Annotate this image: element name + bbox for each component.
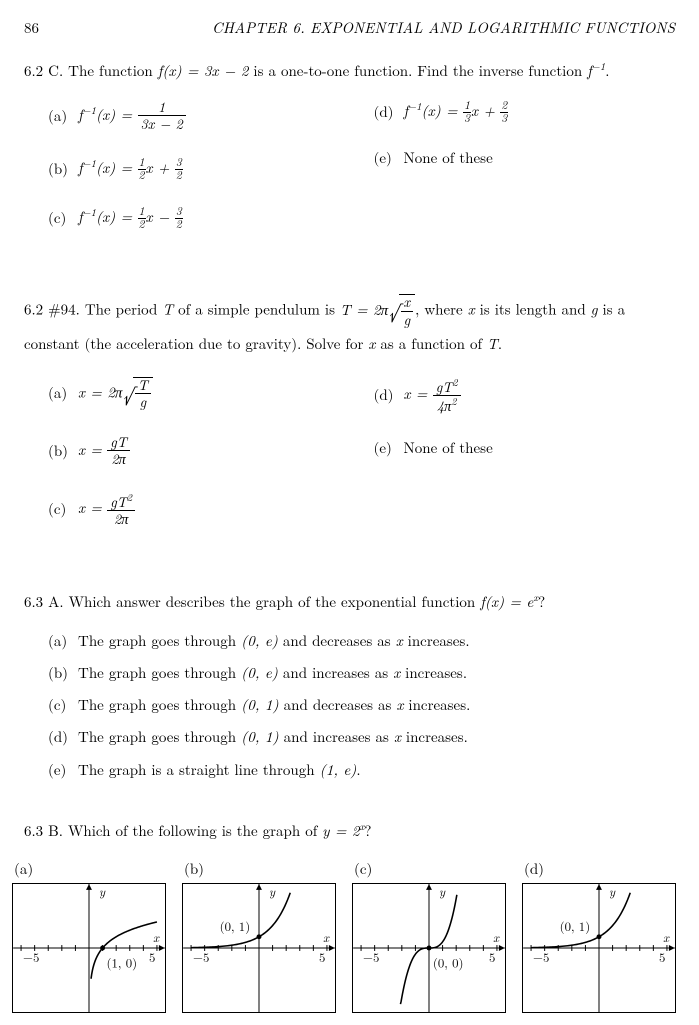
page-number: 86 bbox=[24, 18, 39, 38]
svg-text:y: y bbox=[439, 884, 446, 900]
choice-e: (e) None of these bbox=[350, 438, 676, 458]
choice-b: (b) f−1(x) = 12x + 32 bbox=[24, 157, 350, 182]
svg-text:−5: −5 bbox=[193, 948, 209, 966]
choice-c: (c)The graph goes through (0, 1) and dec… bbox=[24, 695, 675, 715]
graph-choice-d: (d) −55yx(0, 1) bbox=[522, 859, 676, 1013]
svg-text:x: x bbox=[323, 929, 330, 947]
problem-62-94: 6.2 #94. The period T of a simple pendul… bbox=[24, 294, 675, 551]
choice-a: (a) x = 2π√Tg bbox=[24, 377, 350, 411]
svg-text:y: y bbox=[99, 884, 106, 900]
choice-a: (a) f−1(x) = 13x − 2 bbox=[24, 100, 350, 133]
problem-62c: 6.2 C. The function f(x) = 3x − 2 is a o… bbox=[24, 60, 675, 254]
svg-text:x: x bbox=[153, 929, 160, 947]
svg-text:−5: −5 bbox=[23, 948, 39, 966]
stem: 6.2 #94. The period T of a simple pendul… bbox=[24, 294, 675, 358]
choice-d: (d) f−1(x) = 13x + 23 bbox=[350, 100, 676, 125]
chapter-title: CHAPTER 6. EXPONENTIAL AND LOGARITHMIC F… bbox=[212, 18, 675, 38]
stem: 6.2 C. The function f(x) = 3x − 2 is a o… bbox=[24, 60, 675, 81]
choice-a: (a)The graph goes through (0, e) and dec… bbox=[24, 631, 675, 651]
svg-text:(0, 1): (0, 1) bbox=[220, 917, 251, 935]
svg-text:y: y bbox=[609, 884, 616, 900]
graph-choices-row: (a) −55yx(1, 0) (b) −55yx(0, 1) (c) −55y… bbox=[12, 859, 675, 1013]
svg-text:(1, 0): (1, 0) bbox=[107, 954, 138, 972]
svg-text:(0, 1): (0, 1) bbox=[560, 917, 591, 935]
svg-text:5: 5 bbox=[489, 948, 495, 966]
svg-text:−5: −5 bbox=[363, 948, 379, 966]
svg-text:(0, 0): (0, 0) bbox=[433, 954, 464, 972]
choice-c: (c) x = gT22π bbox=[24, 492, 350, 528]
graph-choice-a: (a) −55yx(1, 0) bbox=[12, 859, 166, 1013]
svg-text:x: x bbox=[663, 929, 670, 947]
svg-text:−5: −5 bbox=[533, 948, 549, 966]
stem: 6.3 B. Which of the following is the gra… bbox=[24, 820, 675, 841]
choice-c: (c) f−1(x) = 12x − 32 bbox=[24, 206, 350, 231]
graph-choice-b: (b) −55yx(0, 1) bbox=[182, 859, 336, 1013]
problem-63b: 6.3 B. Which of the following is the gra… bbox=[24, 820, 675, 841]
choice-d: (d) x = gT24π2 bbox=[350, 377, 676, 415]
choice-d: (d)The graph goes through (0, 1) and inc… bbox=[24, 727, 675, 747]
page-header: 86 CHAPTER 6. EXPONENTIAL AND LOGARITHMI… bbox=[24, 18, 675, 38]
problem-63a: 6.3 A. Which answer describes the graph … bbox=[24, 591, 675, 780]
svg-text:5: 5 bbox=[319, 948, 325, 966]
choice-e: (e) None of these bbox=[350, 148, 676, 168]
choice-b: (b) x = gT2π bbox=[24, 435, 350, 468]
svg-text:5: 5 bbox=[659, 948, 665, 966]
choice-b: (b)The graph goes through (0, e) and inc… bbox=[24, 663, 675, 683]
choice-e: (e)The graph is a straight line through … bbox=[24, 760, 675, 780]
svg-text:y: y bbox=[269, 884, 276, 900]
svg-text:5: 5 bbox=[149, 948, 155, 966]
svg-text:x: x bbox=[493, 929, 500, 947]
graph-choice-c: (c) −55yx(0, 0) bbox=[352, 859, 506, 1013]
stem: 6.3 A. Which answer describes the graph … bbox=[24, 591, 675, 612]
